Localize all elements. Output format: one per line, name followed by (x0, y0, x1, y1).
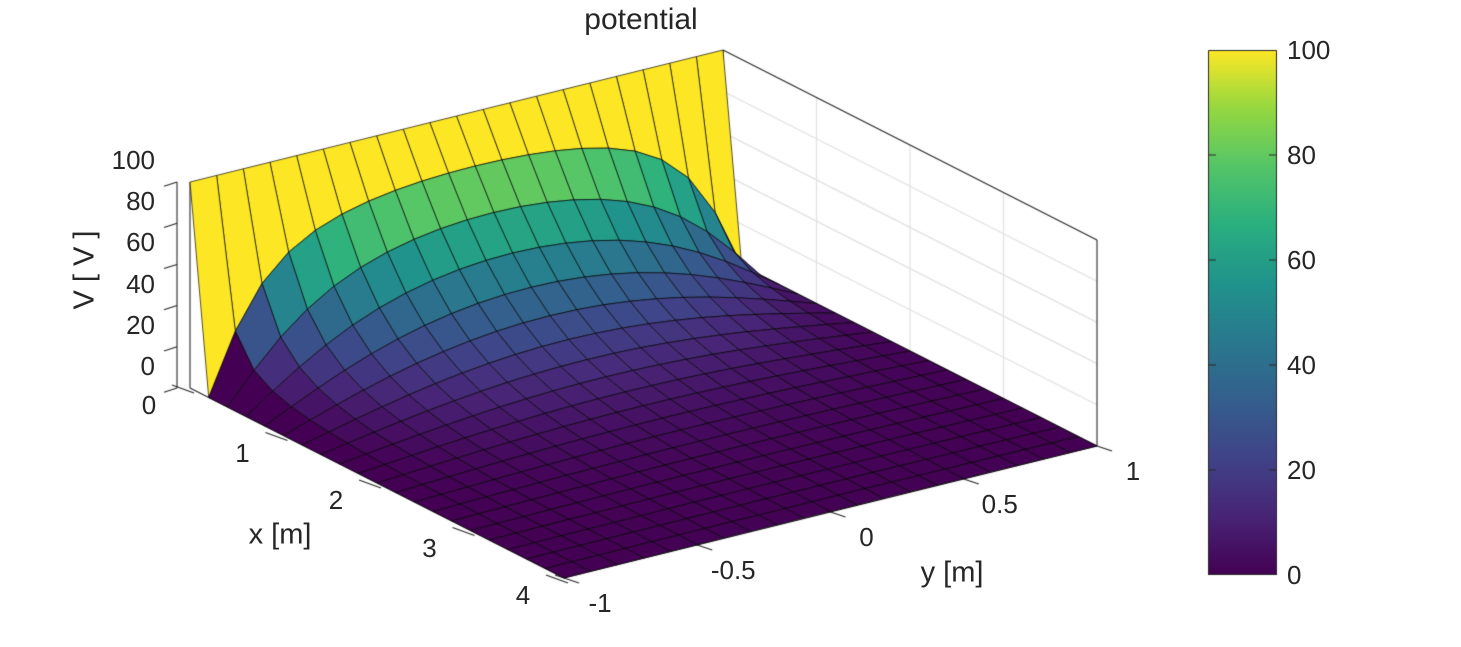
colorbar-tick-label: 80 (1287, 140, 1316, 170)
colorbar-tick-label: 100 (1287, 35, 1331, 65)
x-tick-label: 1 (235, 437, 250, 468)
colorbar-tick-label: 60 (1287, 245, 1316, 275)
y-tick-label: -1 (588, 588, 612, 618)
x-tick-label: 2 (328, 485, 344, 515)
x-axis-label: x [m] (248, 518, 312, 551)
y-tick-label: 0.5 (981, 489, 1018, 519)
y-tick-label: -0.5 (710, 555, 756, 585)
y-axis-label: y [m] (920, 556, 984, 589)
x-tick-label: 0 (141, 390, 157, 420)
x-tick-label: 4 (515, 580, 531, 610)
y-tick-label: 0 (859, 522, 874, 552)
z-tick-label: 60 (126, 227, 155, 258)
plot-title: potential (584, 3, 698, 36)
colorbar-tick-label: 40 (1287, 350, 1316, 380)
z-tick-label: 20 (126, 309, 155, 340)
colorbar-tick-label: 20 (1287, 455, 1316, 485)
y-tick-label: 1 (1125, 456, 1141, 486)
colorbar-tick-label: 0 (1287, 560, 1302, 590)
z-tick-label: 80 (126, 186, 155, 217)
z-axis-label: V [ V ] (68, 230, 101, 310)
z-tick-label: 100 (111, 145, 155, 175)
z-tick-label: 0 (140, 351, 155, 381)
x-tick-label: 3 (422, 532, 437, 563)
z-tick-label: 40 (126, 268, 155, 299)
